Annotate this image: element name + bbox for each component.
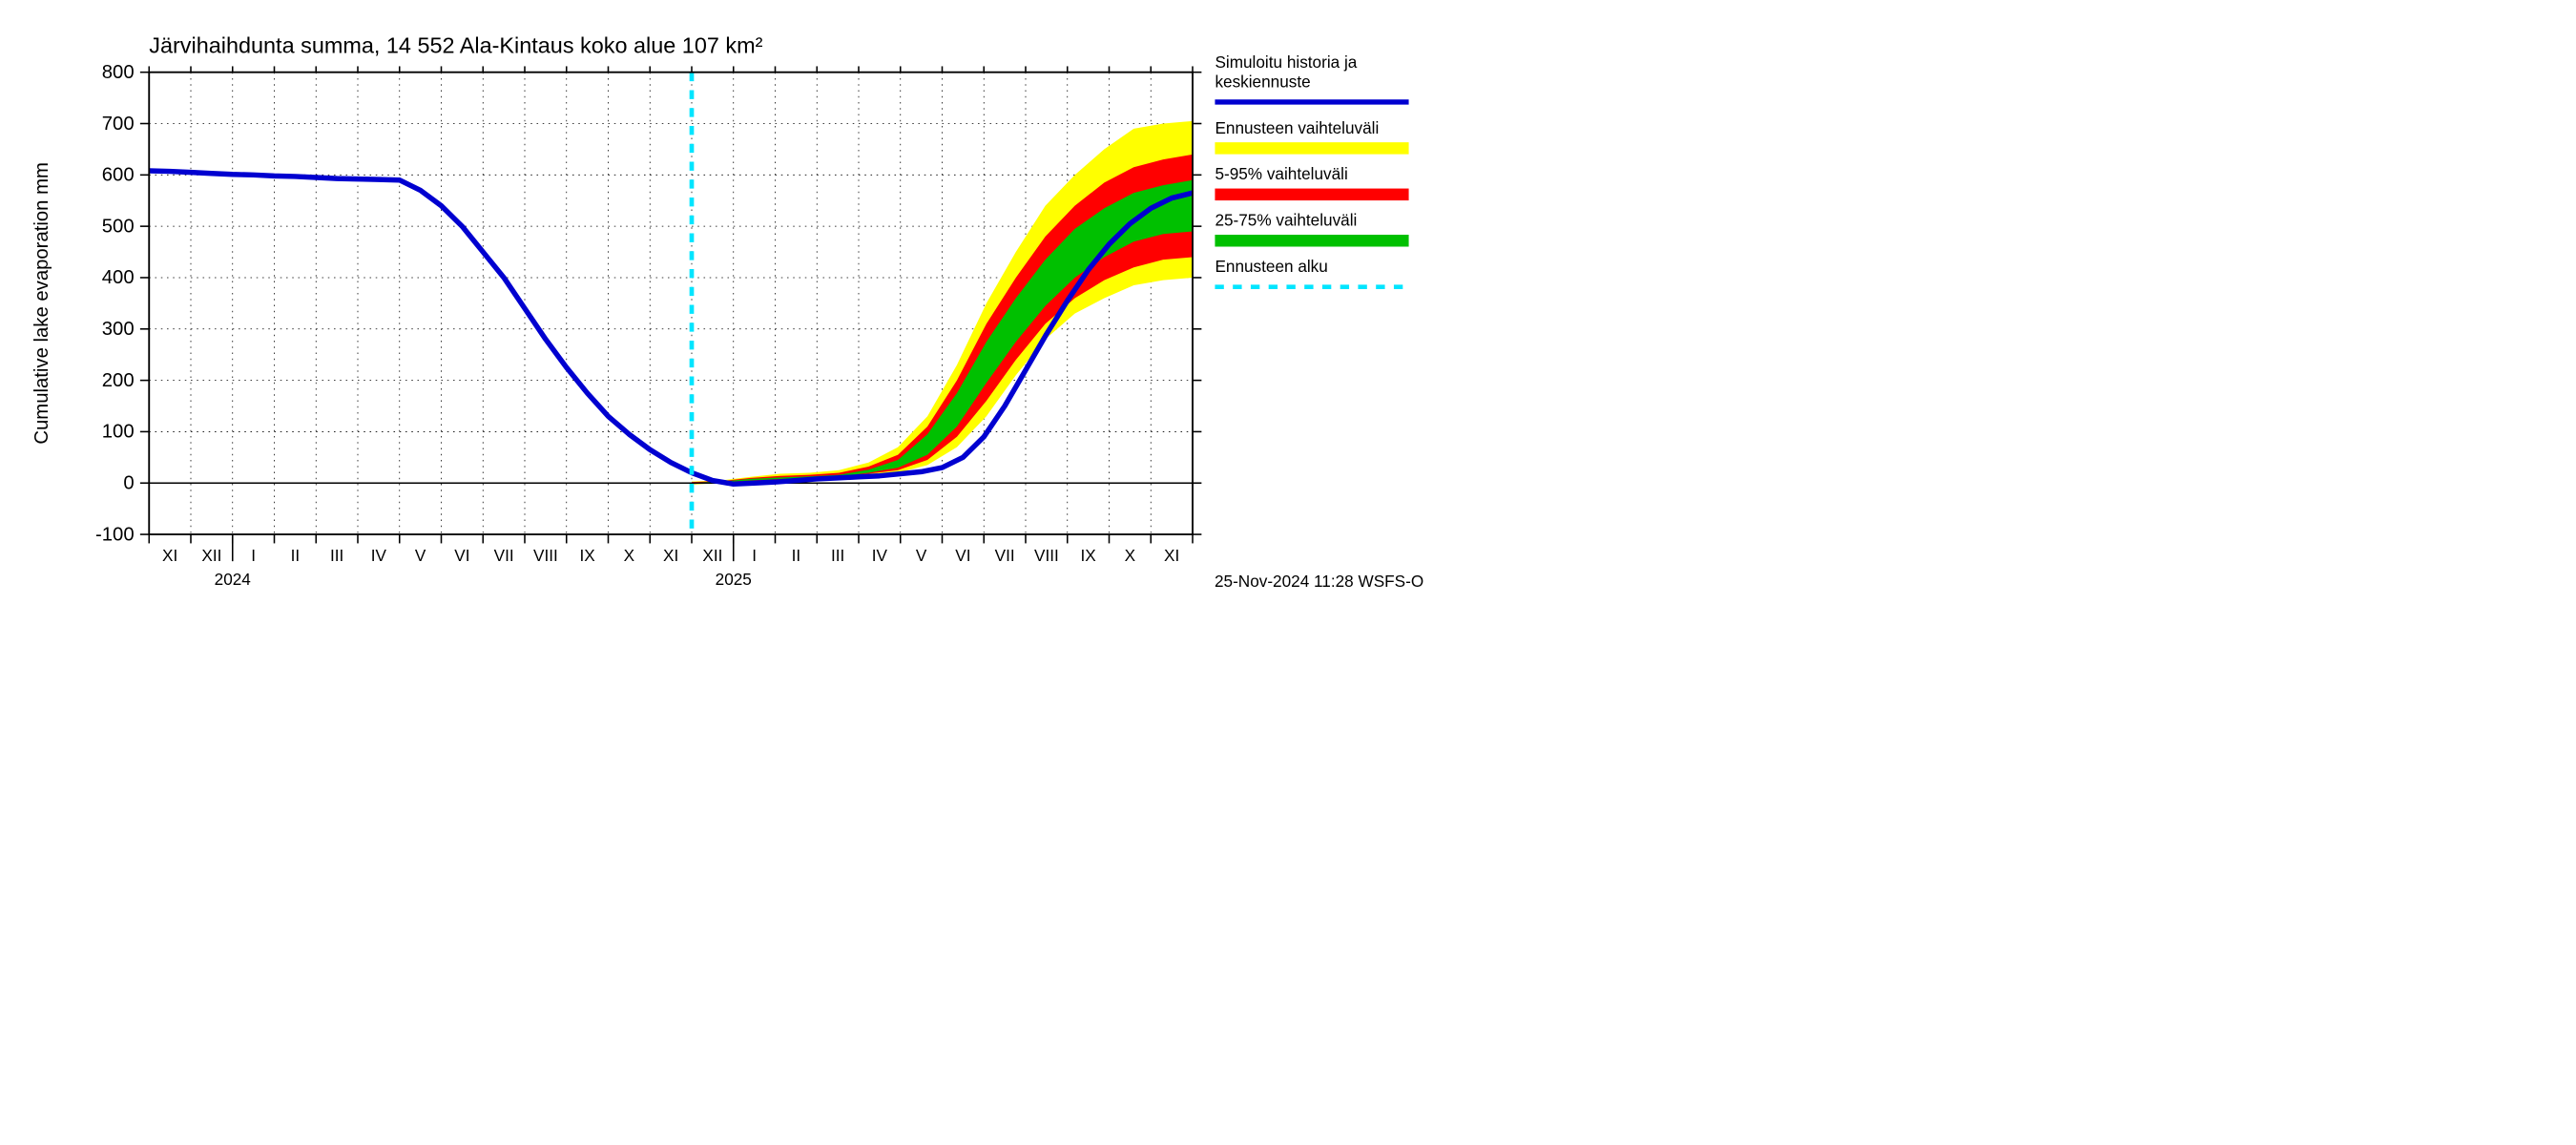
legend-swatch [1215,189,1408,201]
legend-label: Ennusteen alku [1215,257,1327,276]
x-year-label: 2024 [215,570,252,589]
legend-swatch [1215,235,1408,247]
x-month-label: III [330,546,343,565]
y-tick-label: 200 [102,370,135,391]
chart-svg: -1000100200300400500600700800XIXIIIIIIII… [0,0,1431,636]
x-year-label: 2025 [716,570,752,589]
x-month-label: VII [494,546,514,565]
chart-container: -1000100200300400500600700800XIXIIIIIIII… [0,0,1431,636]
legend-label: keskiennuste [1215,72,1310,91]
x-month-label: VIII [533,546,558,565]
y-axis-label: Cumulative lake evaporation mm [31,162,52,445]
x-month-label: I [752,546,757,565]
x-month-label: IV [872,546,888,565]
x-month-label: XII [702,546,722,565]
y-tick-label: 500 [102,216,135,237]
x-month-label: VIII [1034,546,1059,565]
legend-label: 25-75% vaihteluväli [1215,211,1357,230]
y-tick-label: 700 [102,114,135,135]
y-tick-label: -100 [95,524,135,545]
chart-title: Järvihaihdunta summa, 14 552 Ala-Kintaus… [149,32,762,57]
x-month-label: VII [995,546,1015,565]
legend-label: Simuloitu historia ja [1215,52,1357,72]
y-tick-label: 100 [102,422,135,443]
x-month-label: IV [371,546,387,565]
x-month-label: IX [580,546,596,565]
x-month-label: XI [1164,546,1179,565]
x-month-label: III [831,546,844,565]
y-tick-label: 400 [102,267,135,288]
footer-text: 25-Nov-2024 11:28 WSFS-O [1215,572,1423,591]
x-month-label: IX [1081,546,1097,565]
y-tick-label: 300 [102,319,135,340]
legend-label: Ennusteen vaihteluväli [1215,118,1379,137]
y-tick-label: 800 [102,62,135,83]
x-month-label: X [624,546,635,565]
x-month-label: XI [663,546,678,565]
x-month-label: V [916,546,927,565]
x-month-label: X [1125,546,1136,565]
x-month-label: I [251,546,256,565]
legend-label: 5-95% vaihteluväli [1215,164,1347,183]
legend-swatch [1215,142,1408,155]
x-month-label: XII [201,546,221,565]
y-tick-label: 0 [123,472,134,493]
x-month-label: II [291,546,301,565]
y-tick-label: 600 [102,165,135,186]
x-month-label: VI [454,546,469,565]
x-month-label: II [792,546,801,565]
x-month-label: V [415,546,426,565]
x-month-label: XI [162,546,177,565]
x-month-label: VI [955,546,970,565]
